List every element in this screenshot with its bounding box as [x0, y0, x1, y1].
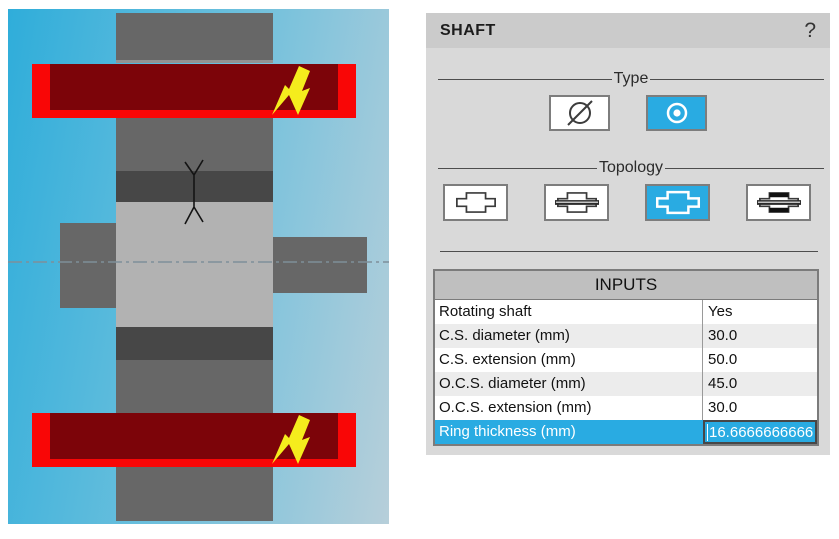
- table-row-rotating-shaft[interactable]: Rotating shaft Yes: [435, 300, 817, 324]
- divider-line: [650, 78, 824, 80]
- panel-title: SHAFT: [440, 21, 496, 39]
- bearing-cap: [32, 64, 50, 118]
- text-caret: [707, 424, 708, 441]
- shaft-extension-right: [273, 237, 367, 293]
- shaft-segment-lower: [116, 360, 273, 413]
- table-row-ocs-extension[interactable]: O.C.S. extension (mm) 30.0: [435, 396, 817, 420]
- bearing-cap: [338, 64, 356, 118]
- lightning-bolt-icon: [272, 415, 310, 464]
- type-button-plain[interactable]: [549, 95, 610, 131]
- bearing-strip: [32, 110, 356, 118]
- lightning-bolt-icon: [272, 66, 310, 115]
- shaft-drawing-viewport[interactable]: [8, 9, 389, 524]
- bearing-cap: [32, 413, 50, 467]
- topology-button-3[interactable]: [645, 184, 710, 221]
- type-button-circlip[interactable]: [646, 95, 707, 131]
- shaft-segment-edge: [116, 60, 273, 63]
- shaft-section-rings-icon: [756, 192, 801, 213]
- divider-line: [438, 78, 612, 80]
- inputs-table: INPUTS Rotating shaft Yes C.S. diameter …: [433, 269, 819, 446]
- table-row-cs-extension[interactable]: C.S. extension (mm) 50.0: [435, 348, 817, 372]
- divider-line: [438, 167, 597, 169]
- topology-button-1[interactable]: [443, 184, 508, 221]
- table-row-ocs-diameter[interactable]: O.C.S. diameter (mm) 45.0: [435, 372, 817, 396]
- topology-button-2[interactable]: [544, 184, 609, 221]
- shaft-extension-left: [60, 223, 116, 308]
- ring-thickness-edit-field[interactable]: 16.6666666666: [703, 420, 817, 444]
- topology-group-label: Topology: [438, 159, 825, 177]
- bearing-cap: [338, 413, 356, 467]
- topology-button-row: [426, 184, 830, 221]
- inputs-table-title: INPUTS: [435, 271, 817, 300]
- divider-line: [665, 167, 825, 169]
- table-row-cs-diameter[interactable]: C.S. diameter (mm) 30.0: [435, 324, 817, 348]
- shaft-segment-bottom: [116, 467, 273, 521]
- shaft-segment-upper: [116, 118, 273, 171]
- table-row-ring-thickness[interactable]: Ring thickness (mm) 16.6666666666: [435, 420, 817, 444]
- type-group-label: Type: [438, 70, 824, 88]
- shaft-segment-top: [116, 13, 273, 63]
- bearing-strip: [32, 459, 356, 467]
- shaft-section-icon: [455, 192, 496, 213]
- shaft-dark-band-lower: [116, 327, 273, 360]
- panel-header: SHAFT ?: [426, 13, 830, 48]
- circle-dot-icon: [666, 102, 687, 124]
- centerline: [8, 261, 389, 263]
- help-button[interactable]: ?: [804, 19, 816, 42]
- shaft-panel: SHAFT ? Type Topology: [426, 13, 830, 455]
- diameter-icon: [566, 100, 593, 126]
- topology-button-4[interactable]: [746, 184, 811, 221]
- shaft-section-selected-icon: [655, 190, 700, 215]
- shaft-section-extensions-icon: [554, 192, 599, 213]
- section-divider: [440, 251, 818, 252]
- type-button-row: [426, 95, 830, 131]
- shaft-center-section: [116, 202, 273, 327]
- break-symbol: [184, 159, 204, 225]
